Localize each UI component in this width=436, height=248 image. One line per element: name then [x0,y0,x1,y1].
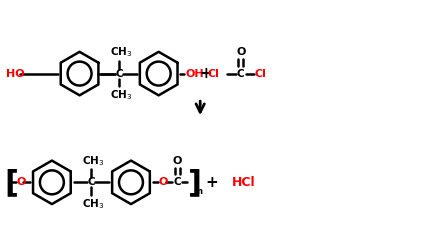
Text: ]: ] [188,168,202,197]
Text: O: O [236,47,245,57]
Text: [: [ [4,168,18,197]
Text: O: O [159,177,168,187]
Text: CH$_3$: CH$_3$ [110,45,133,59]
Text: Cl: Cl [255,68,266,79]
Text: C: C [88,177,95,187]
Text: Cl: Cl [207,68,219,79]
Text: +: + [206,175,218,190]
Text: OH: OH [185,68,204,79]
Text: C: C [115,68,123,79]
Text: CH$_3$: CH$_3$ [110,88,133,102]
Text: C: C [237,68,245,79]
Text: C: C [174,177,181,187]
Text: O: O [173,155,182,166]
Text: CH$_3$: CH$_3$ [82,154,105,167]
Text: n: n [196,187,202,196]
Text: HO: HO [7,68,25,79]
Text: +: + [200,66,212,81]
Text: HCl: HCl [232,176,255,189]
Text: O: O [16,177,26,187]
Text: CH$_3$: CH$_3$ [82,197,105,211]
